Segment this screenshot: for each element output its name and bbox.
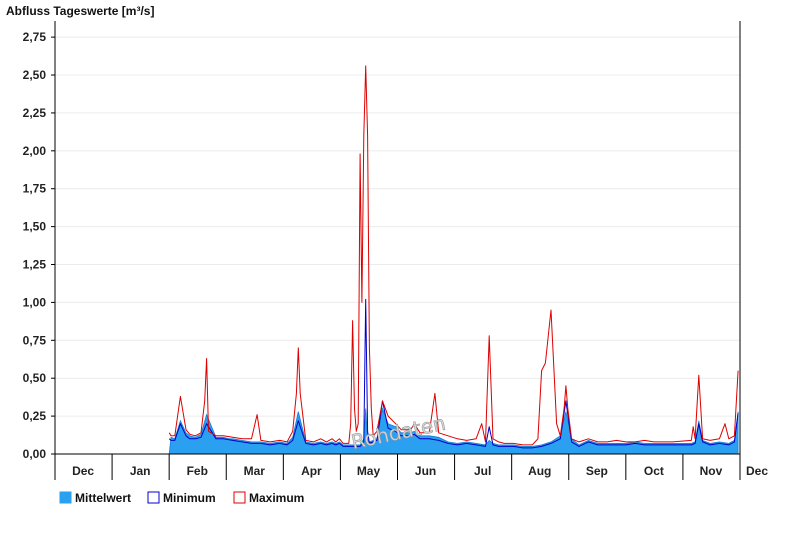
x-tick-label: Dec [72, 464, 94, 478]
chart-title: Abfluss Tageswerte [m³/s] [6, 4, 154, 18]
y-tick-label: 2,00 [23, 144, 47, 158]
x-tick-label: Dec [746, 464, 768, 478]
grid [55, 36, 740, 455]
legend: Mittelwert Minimum Maximum [59, 491, 304, 505]
y-tick-label: 1,00 [23, 295, 47, 309]
y-tick-label: 2,25 [23, 106, 47, 120]
series-line-minimum [168, 298, 739, 449]
x-tick-label: Apr [301, 464, 322, 478]
x-tick-label: May [357, 464, 381, 478]
x-tick-label: Jun [415, 464, 436, 478]
y-tick-label: 0,75 [23, 333, 47, 347]
x-tick-label: Jan [130, 464, 151, 478]
x-tick-label: Mar [244, 464, 266, 478]
legend-label-mittelwert: Mittelwert [75, 491, 131, 505]
x-tick-label: Aug [528, 464, 551, 478]
y-tick-label: 1,75 [23, 182, 47, 196]
y-tick-label: 0,00 [23, 447, 47, 461]
y-tick-label: 1,25 [23, 258, 47, 272]
x-tick-label: Feb [187, 464, 208, 478]
series-area-mittelwert [168, 406, 739, 455]
x-tick-label: Oct [644, 464, 664, 478]
legend-swatch-maximum [233, 491, 246, 504]
y-tick-label: 0,50 [23, 371, 47, 385]
x-tick-label: Sep [586, 464, 608, 478]
y-tick-label: 0,25 [23, 409, 47, 423]
y-tick-label: 2,50 [23, 68, 47, 82]
x-tick-label: Nov [700, 464, 723, 478]
legend-swatch-mittelwert [59, 491, 72, 504]
axes: 0,00 0,25 0,50 0,75 1,00 1,25 1,50 1,75 2,00 2,25… [23, 21, 768, 480]
y-tick-label: 2,75 [23, 30, 47, 44]
y-tick-label: 1,50 [23, 220, 47, 234]
x-tick-label: Jul [474, 464, 491, 478]
legend-swatch-minimum [147, 491, 160, 504]
legend-label-maximum: Maximum [249, 491, 304, 505]
plot-area [168, 65, 739, 455]
legend-label-minimum: Minimum [163, 491, 216, 505]
series-line-maximum [168, 65, 739, 446]
